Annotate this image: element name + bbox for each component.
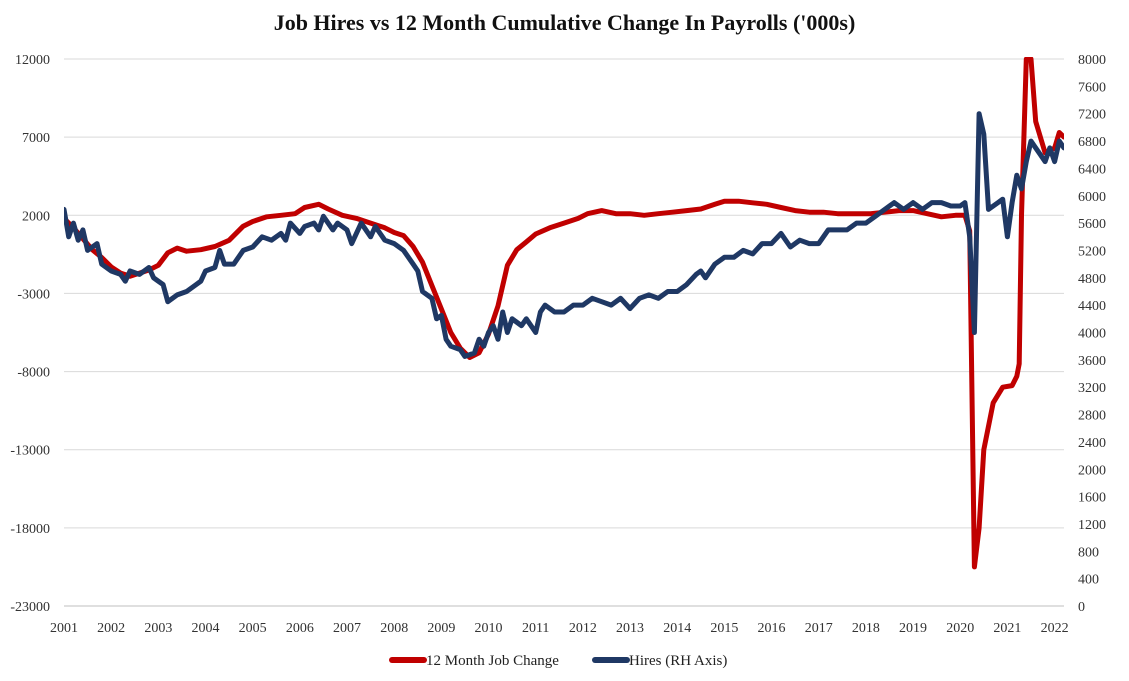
x-tick-label: 2019 [899, 621, 927, 636]
right-tick-label: 2400 [1078, 436, 1106, 451]
right-tick-label: 3600 [1078, 354, 1106, 369]
right-tick-label: 4000 [1078, 327, 1106, 342]
chart-title: Job Hires vs 12 Month Cumulative Change … [273, 10, 856, 35]
left-tick-label: -13000 [10, 444, 50, 459]
series-line-job-change [64, 57, 1064, 570]
right-tick-label: 4800 [1078, 272, 1106, 287]
x-tick-label: 2007 [333, 621, 361, 636]
x-tick-label: 2010 [475, 621, 503, 636]
x-tick-label: 2018 [852, 621, 880, 636]
right-tick-label: 4400 [1078, 299, 1106, 314]
x-tick-label: 2011 [522, 621, 549, 636]
x-tick-label: 2004 [192, 621, 220, 636]
right-tick-label: 8000 [1078, 53, 1106, 68]
x-tick-label: 2016 [758, 621, 786, 636]
x-tick-label: 2008 [380, 621, 408, 636]
legend-label: Hires (RH Axis) [629, 653, 727, 669]
right-tick-label: 6000 [1078, 190, 1106, 205]
x-tick-label: 2020 [946, 621, 974, 636]
left-tick-label: -3000 [17, 287, 50, 302]
left-tick-label: 12000 [15, 53, 50, 68]
right-tick-label: 3200 [1078, 381, 1106, 396]
left-tick-label: -8000 [17, 366, 50, 381]
right-axis-ticks: 8000760072006800640060005600520048004400… [1078, 53, 1106, 615]
x-tick-label: 2003 [144, 621, 172, 636]
right-tick-label: 6800 [1078, 135, 1106, 150]
grid-lines [64, 58, 1064, 607]
left-tick-label: -23000 [10, 600, 50, 615]
x-tick-label: 2013 [616, 621, 644, 636]
x-tick-label: 2012 [569, 621, 597, 636]
x-axis-ticks: 2001 2002 2003 2004 2005 2006 2007 2008 2009 2010… [50, 621, 1069, 636]
right-tick-label: 7600 [1078, 80, 1106, 95]
left-tick-label: 7000 [22, 131, 50, 146]
legend-label: 12 Month Job Change [426, 653, 559, 669]
right-tick-label: 0 [1078, 600, 1085, 615]
right-tick-label: 1600 [1078, 491, 1106, 506]
right-tick-label: 7200 [1078, 108, 1106, 123]
series-layer [64, 57, 1064, 570]
x-tick-label: 2015 [710, 621, 738, 636]
series-line-hires [64, 111, 1064, 359]
right-tick-label: 5200 [1078, 244, 1106, 259]
x-tick-label: 2009 [427, 621, 455, 636]
right-tick-label: 6400 [1078, 162, 1106, 177]
right-tick-label: 2800 [1078, 409, 1106, 424]
x-tick-label: 2005 [239, 621, 267, 636]
x-tick-label: 2014 [663, 621, 691, 636]
left-tick-label: -18000 [10, 522, 50, 537]
x-tick-label: 2001 [50, 621, 78, 636]
right-tick-label: 400 [1078, 573, 1099, 588]
x-tick-label: 2017 [805, 621, 833, 636]
x-tick-label: 2002 [97, 621, 125, 636]
right-tick-label: 5600 [1078, 217, 1106, 232]
x-tick-label: 2022 [1041, 621, 1069, 636]
x-tick-label: 2021 [993, 621, 1021, 636]
right-tick-label: 1200 [1078, 518, 1106, 533]
left-axis-ticks: 12000 7000 2000 -3000 -8000 -13000 -18000 -2300… [10, 53, 50, 615]
right-tick-label: 800 [1078, 545, 1099, 560]
legend: 12 Month Job Change Hires (RH Axis) [389, 653, 727, 669]
left-tick-label: 2000 [22, 209, 50, 224]
right-tick-label: 2000 [1078, 463, 1106, 478]
x-tick-label: 2006 [286, 621, 314, 636]
